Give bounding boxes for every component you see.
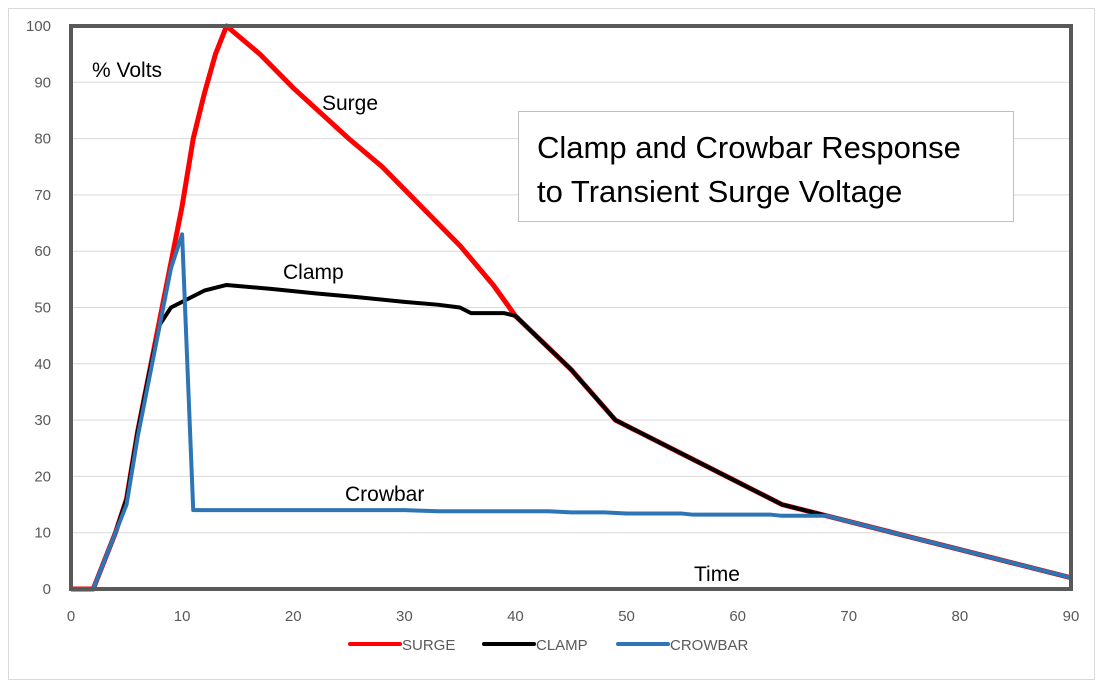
y-tick-label: 90 (34, 74, 51, 91)
y-tick-label: 50 (34, 300, 51, 317)
chart-title-line-2: to Transient Surge Voltage (537, 174, 903, 209)
annotation-crowbar: Crowbar (345, 483, 424, 506)
y-tick-label: 10 (34, 525, 51, 542)
series-line-crowbar (71, 232, 1072, 591)
y-tick-label: 100 (26, 18, 51, 35)
x-tick-label: 70 (840, 608, 857, 625)
y-tick-label: 80 (34, 131, 51, 148)
plot-area-border (69, 24, 1073, 591)
legend-label-clamp: CLAMP (536, 637, 588, 654)
y-tick-label: 20 (34, 468, 51, 485)
chart-title: Clamp and Crowbar Response to Transient … (518, 111, 1014, 222)
x-tick-label: 80 (952, 608, 969, 625)
annotation-surge: Surge (322, 92, 378, 115)
y-axis-label: % Volts (92, 59, 162, 82)
y-tick-label: 30 (34, 412, 51, 429)
x-tick-label: 30 (396, 608, 413, 625)
y-tick-label: 40 (34, 356, 51, 373)
x-tick-label: 20 (285, 608, 302, 625)
legend-label-surge: SURGE (402, 637, 455, 654)
chart-frame (8, 8, 1095, 680)
x-axis-label: Time (694, 563, 740, 586)
y-tick-label: 70 (34, 187, 51, 204)
series-line-clamp (71, 282, 1072, 591)
x-tick-label: 0 (67, 608, 75, 625)
x-tick-label: 90 (1063, 608, 1080, 625)
x-tick-label: 50 (618, 608, 635, 625)
y-tick-label: 60 (34, 243, 51, 260)
x-tick-label: 40 (507, 608, 524, 625)
x-tick-label: 60 (729, 608, 746, 625)
annotation-clamp: Clamp (283, 261, 344, 284)
x-tick-label: 10 (174, 608, 191, 625)
y-tick-label: 0 (43, 581, 51, 598)
legend-label-crowbar: CROWBAR (670, 637, 749, 654)
chart-title-line-1: Clamp and Crowbar Response (537, 130, 961, 165)
